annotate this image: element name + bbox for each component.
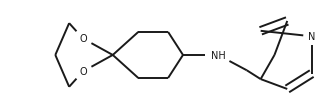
Text: O: O [79, 34, 87, 44]
Text: O: O [79, 67, 87, 77]
Text: NH: NH [211, 51, 225, 60]
Text: N: N [308, 32, 315, 42]
